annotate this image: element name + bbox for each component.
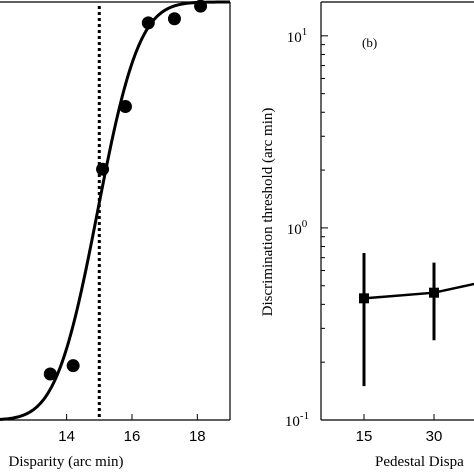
panel-b-x-ticks: 15 30 — [356, 414, 443, 445]
panel-a-x-axis-label: Disparity (arc min) — [9, 454, 124, 470]
series-line — [363, 282, 474, 300]
panel-a-data-points — [43, 0, 208, 381]
data-point — [66, 359, 80, 373]
panel-b-x-tick-label: 15 — [356, 428, 373, 445]
panel-a-x-ticks: 14 16 18 — [58, 414, 206, 445]
panel-b-y-ticks: 101 100 10-1 — [285, 26, 328, 430]
panel-b-y-tick-label: 10-1 — [285, 410, 309, 430]
data-point-square — [359, 293, 369, 304]
data-point — [118, 100, 132, 113]
panel-b-label: (b) — [362, 35, 377, 50]
data-point — [96, 162, 110, 176]
panel-a-x-tick-label: 16 — [124, 428, 141, 445]
data-point-square — [429, 287, 439, 298]
data-point — [43, 367, 57, 381]
panel-b-y-tick-label: 101 — [287, 26, 308, 46]
panel-b-series — [359, 253, 474, 387]
panel-b-y-tick-label: 100 — [287, 218, 308, 238]
panel-b-x-axis-label: Pedestal Dispa — [375, 454, 464, 470]
data-point — [141, 16, 155, 30]
panel-a: 14 16 18 Disparity (arc min) — [0, 0, 231, 470]
panel-a-x-tick-label: 14 — [58, 428, 75, 445]
psychometric-fit-curve — [0, 0, 230, 421]
panel-b-x-tick-label: 30 — [426, 428, 443, 445]
panel-b-y-axis-label: Discrimination threshold (arc min) — [260, 108, 276, 317]
panel-a-x-tick-label: 18 — [189, 428, 206, 445]
data-point — [167, 12, 181, 26]
data-point — [194, 0, 208, 13]
